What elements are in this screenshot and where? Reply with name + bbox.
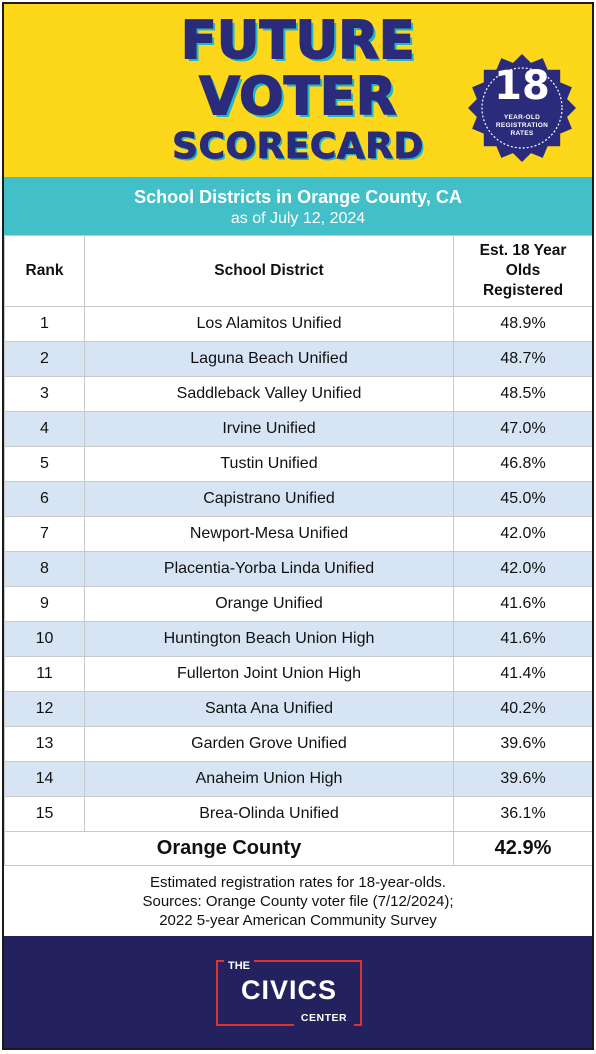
district-cell: Los Alamitos Unified — [84, 306, 454, 342]
table-row: 12 Santa Ana Unified 40.2% — [4, 691, 592, 727]
title-line-voter: VOTER — [198, 67, 397, 127]
table-row: 11 Fullerton Joint Union High 41.4% — [4, 656, 592, 692]
rate-cell: 48.7% — [453, 341, 592, 377]
rank-cell: 9 — [4, 586, 85, 622]
district-cell: Irvine Unified — [84, 411, 454, 447]
logo-the: THE — [224, 956, 254, 976]
logo-frame — [216, 960, 362, 1026]
title-line-scorecard: SCORECARD — [172, 126, 424, 168]
badge-burst-icon — [468, 54, 576, 162]
title-line-future: FUTURE — [180, 11, 416, 71]
district-cell: Newport-Mesa Unified — [84, 516, 454, 552]
district-cell: Garden Grove Unified — [84, 726, 454, 762]
district-cell: Santa Ana Unified — [84, 691, 454, 727]
rank-cell: 5 — [4, 446, 85, 482]
table-row: 8 Placentia-Yorba Linda Unified 42.0% — [4, 551, 592, 587]
rate-cell: 48.5% — [453, 376, 592, 412]
rank-cell: 2 — [4, 341, 85, 377]
district-cell: Anaheim Union High — [84, 761, 454, 797]
logo-civics: CIVICS — [240, 975, 338, 1005]
table-row: 10 Huntington Beach Union High 41.6% — [4, 621, 592, 657]
table-row: 4 Irvine Unified 47.0% — [4, 411, 592, 447]
rate-cell: 39.6% — [453, 726, 592, 762]
rank-cell: 7 — [4, 516, 85, 552]
rate-cell: 46.8% — [453, 446, 592, 482]
column-header-rank: Rank — [4, 235, 85, 307]
table-row: 13 Garden Grove Unified 39.6% — [4, 726, 592, 762]
rank-cell: 8 — [4, 551, 85, 587]
table-row: 6 Capistrano Unified 45.0% — [4, 481, 592, 517]
total-label: Orange County — [4, 831, 454, 866]
rate-cell: 41.4% — [453, 656, 592, 692]
district-cell: Placentia-Yorba Linda Unified — [84, 551, 454, 587]
district-cell: Laguna Beach Unified — [84, 341, 454, 377]
badge-number: 18 — [494, 63, 550, 109]
footnote-line-2: Sources: Orange County voter file (7/12/… — [142, 893, 454, 910]
rate-cell: 36.1% — [453, 796, 592, 832]
logo-band: THE CIVICS CENTER — [4, 936, 592, 1048]
table-row: 3 Saddleback Valley Unified 48.5% — [4, 376, 592, 412]
rank-cell: 6 — [4, 481, 85, 517]
header-banner: FUTURE VOTER SCORECARD 18 YEAR-OLD REGIS… — [4, 4, 592, 177]
rank-cell: 10 — [4, 621, 85, 657]
column-header-rate: Est. 18 Year Olds Registered — [453, 235, 592, 307]
district-cell: Tustin Unified — [84, 446, 454, 482]
district-cell: Saddleback Valley Unified — [84, 376, 454, 412]
rate-cell: 45.0% — [453, 481, 592, 517]
rate-cell: 48.9% — [453, 306, 592, 342]
rate-cell: 41.6% — [453, 621, 592, 657]
age-badge: 18 YEAR-OLD REGISTRATION RATES — [466, 52, 578, 164]
table-row: 9 Orange Unified 41.6% — [4, 586, 592, 622]
rank-cell: 1 — [4, 306, 85, 342]
subheader-title: School Districts in Orange County, CA — [134, 187, 462, 207]
table-header-row: Rank School District Est. 18 Year Olds R… — [4, 235, 592, 307]
table-row: 7 Newport-Mesa Unified 42.0% — [4, 516, 592, 552]
subheader-band: School Districts in Orange County, CA as… — [4, 177, 592, 235]
rate-cell: 47.0% — [453, 411, 592, 447]
subheader-date: as of July 12, 2024 — [230, 210, 366, 227]
district-table: Rank School District Est. 18 Year Olds R… — [4, 235, 592, 866]
district-cell: Brea-Olinda Unified — [84, 796, 454, 832]
rate-cell: 42.0% — [453, 516, 592, 552]
rank-cell: 14 — [4, 761, 85, 797]
district-cell: Orange Unified — [84, 586, 454, 622]
rank-cell: 13 — [4, 726, 85, 762]
total-rate: 42.9% — [453, 831, 592, 866]
rate-cell: 42.0% — [453, 551, 592, 587]
rank-cell: 3 — [4, 376, 85, 412]
column-header-district: School District — [84, 235, 454, 307]
footnote: Estimated registration rates for 18-year… — [4, 868, 592, 936]
rank-cell: 15 — [4, 796, 85, 832]
rank-cell: 4 — [4, 411, 85, 447]
rate-cell: 40.2% — [453, 691, 592, 727]
table-row: 2 Laguna Beach Unified 48.7% — [4, 341, 592, 377]
district-cell: Fullerton Joint Union High — [84, 656, 454, 692]
district-cell: Huntington Beach Union High — [84, 621, 454, 657]
table-row: 14 Anaheim Union High 39.6% — [4, 761, 592, 797]
rank-cell: 12 — [4, 691, 85, 727]
table-row: 15 Brea-Olinda Unified 36.1% — [4, 796, 592, 832]
rate-cell: 39.6% — [453, 761, 592, 797]
table-row: 1 Los Alamitos Unified 48.9% — [4, 306, 592, 342]
table-row: 5 Tustin Unified 46.8% — [4, 446, 592, 482]
footnote-line-3: 2022 5-year American Community Survey — [159, 912, 437, 929]
logo-center: CENTER — [294, 1010, 354, 1026]
rate-cell: 41.6% — [453, 586, 592, 622]
rank-cell: 11 — [4, 656, 85, 692]
footnote-line-1: Estimated registration rates for 18-year… — [150, 874, 446, 891]
badge-caption: YEAR-OLD REGISTRATION RATES — [495, 114, 549, 137]
district-cell: Capistrano Unified — [84, 481, 454, 517]
total-row: Orange County 42.9% — [4, 831, 592, 866]
